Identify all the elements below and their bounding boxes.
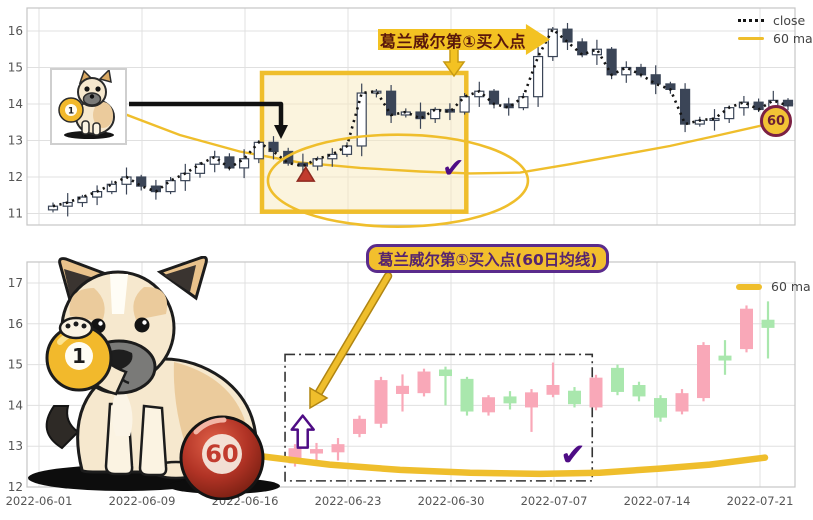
thumbnail-ball-one-number: 1: [68, 107, 74, 117]
svg-text:11: 11: [8, 207, 23, 221]
legend-close-label: close: [773, 13, 806, 28]
svg-text:14: 14: [8, 398, 23, 412]
dashdot-region-box: [284, 353, 594, 482]
triangle-marker: [295, 165, 316, 182]
legend-ma-label: 60 ma: [773, 31, 813, 46]
puppy-thumbnail-illustration: 1: [58, 68, 115, 139]
svg-text:2022-06-23: 2022-06-23: [315, 494, 382, 508]
legend-bottom: 60 ma: [736, 279, 811, 294]
svg-text:13: 13: [8, 134, 23, 148]
svg-text:17: 17: [8, 276, 23, 290]
svg-text:15: 15: [8, 358, 23, 372]
ma60-badge: 60: [760, 105, 792, 137]
close-line-sample-icon: [738, 19, 764, 22]
legend-item-ma: 60 ma: [738, 31, 813, 46]
svg-text:16: 16: [8, 317, 23, 331]
buy-point-arrow-marker: [290, 414, 315, 449]
svg-text:2022-06-09: 2022-06-09: [109, 494, 176, 508]
puppy-thumbnail-frame: 1: [50, 68, 127, 145]
legend-item-close: close: [738, 13, 813, 28]
checkmark-bottom-icon: ✔: [560, 437, 586, 473]
svg-text:14: 14: [8, 97, 23, 111]
banner-down-arrow-icon: [442, 47, 466, 78]
ma-thick-line-sample-icon: [736, 283, 762, 290]
svg-text:16: 16: [8, 24, 23, 38]
legend-top: close 60 ma: [738, 13, 813, 46]
svg-text:13: 13: [8, 439, 23, 453]
svg-text:2022-07-07: 2022-07-07: [521, 494, 588, 508]
ma60-line-bottom: [258, 453, 769, 478]
puppy-illustration: 1 60: [28, 255, 280, 501]
checkmark-top-icon: ✔: [442, 153, 465, 184]
legend-ma-bottom-label: 60 ma: [771, 279, 811, 294]
x-axis-labels: 2022-06-01 2022-06-09 2022-06-16 2022-06-23…: [6, 494, 794, 508]
svg-text:12: 12: [8, 480, 23, 494]
svg-text:15: 15: [8, 61, 23, 75]
svg-text:2022-07-21: 2022-07-21: [727, 494, 794, 508]
top-buy-point-banner: 葛兰威尔第①买入点: [378, 24, 550, 55]
ma60-line-top: [121, 112, 777, 175]
svg-text:2022-06-30: 2022-06-30: [418, 494, 485, 508]
ball-sixty-number: 60: [205, 440, 238, 468]
thumbnail-pointer-arrow: [129, 101, 288, 139]
puppy-illustration-wrap: 1 60: [24, 255, 344, 501]
banner-diagonal-arrow: [309, 271, 393, 410]
ball-one-number: 1: [72, 344, 86, 368]
candles-bottom: [288, 301, 775, 467]
legend-item-ma-bottom: 60 ma: [736, 279, 811, 294]
svg-text:2022-07-14: 2022-07-14: [624, 494, 691, 508]
ellipse-marker: [266, 133, 530, 228]
ma-line-sample-icon: [738, 36, 764, 41]
svg-text:12: 12: [8, 170, 23, 184]
svg-text:2022-06-01: 2022-06-01: [6, 494, 73, 508]
bottom-buy-point-banner: 葛兰威尔第①买入点(60日均线): [366, 244, 610, 273]
